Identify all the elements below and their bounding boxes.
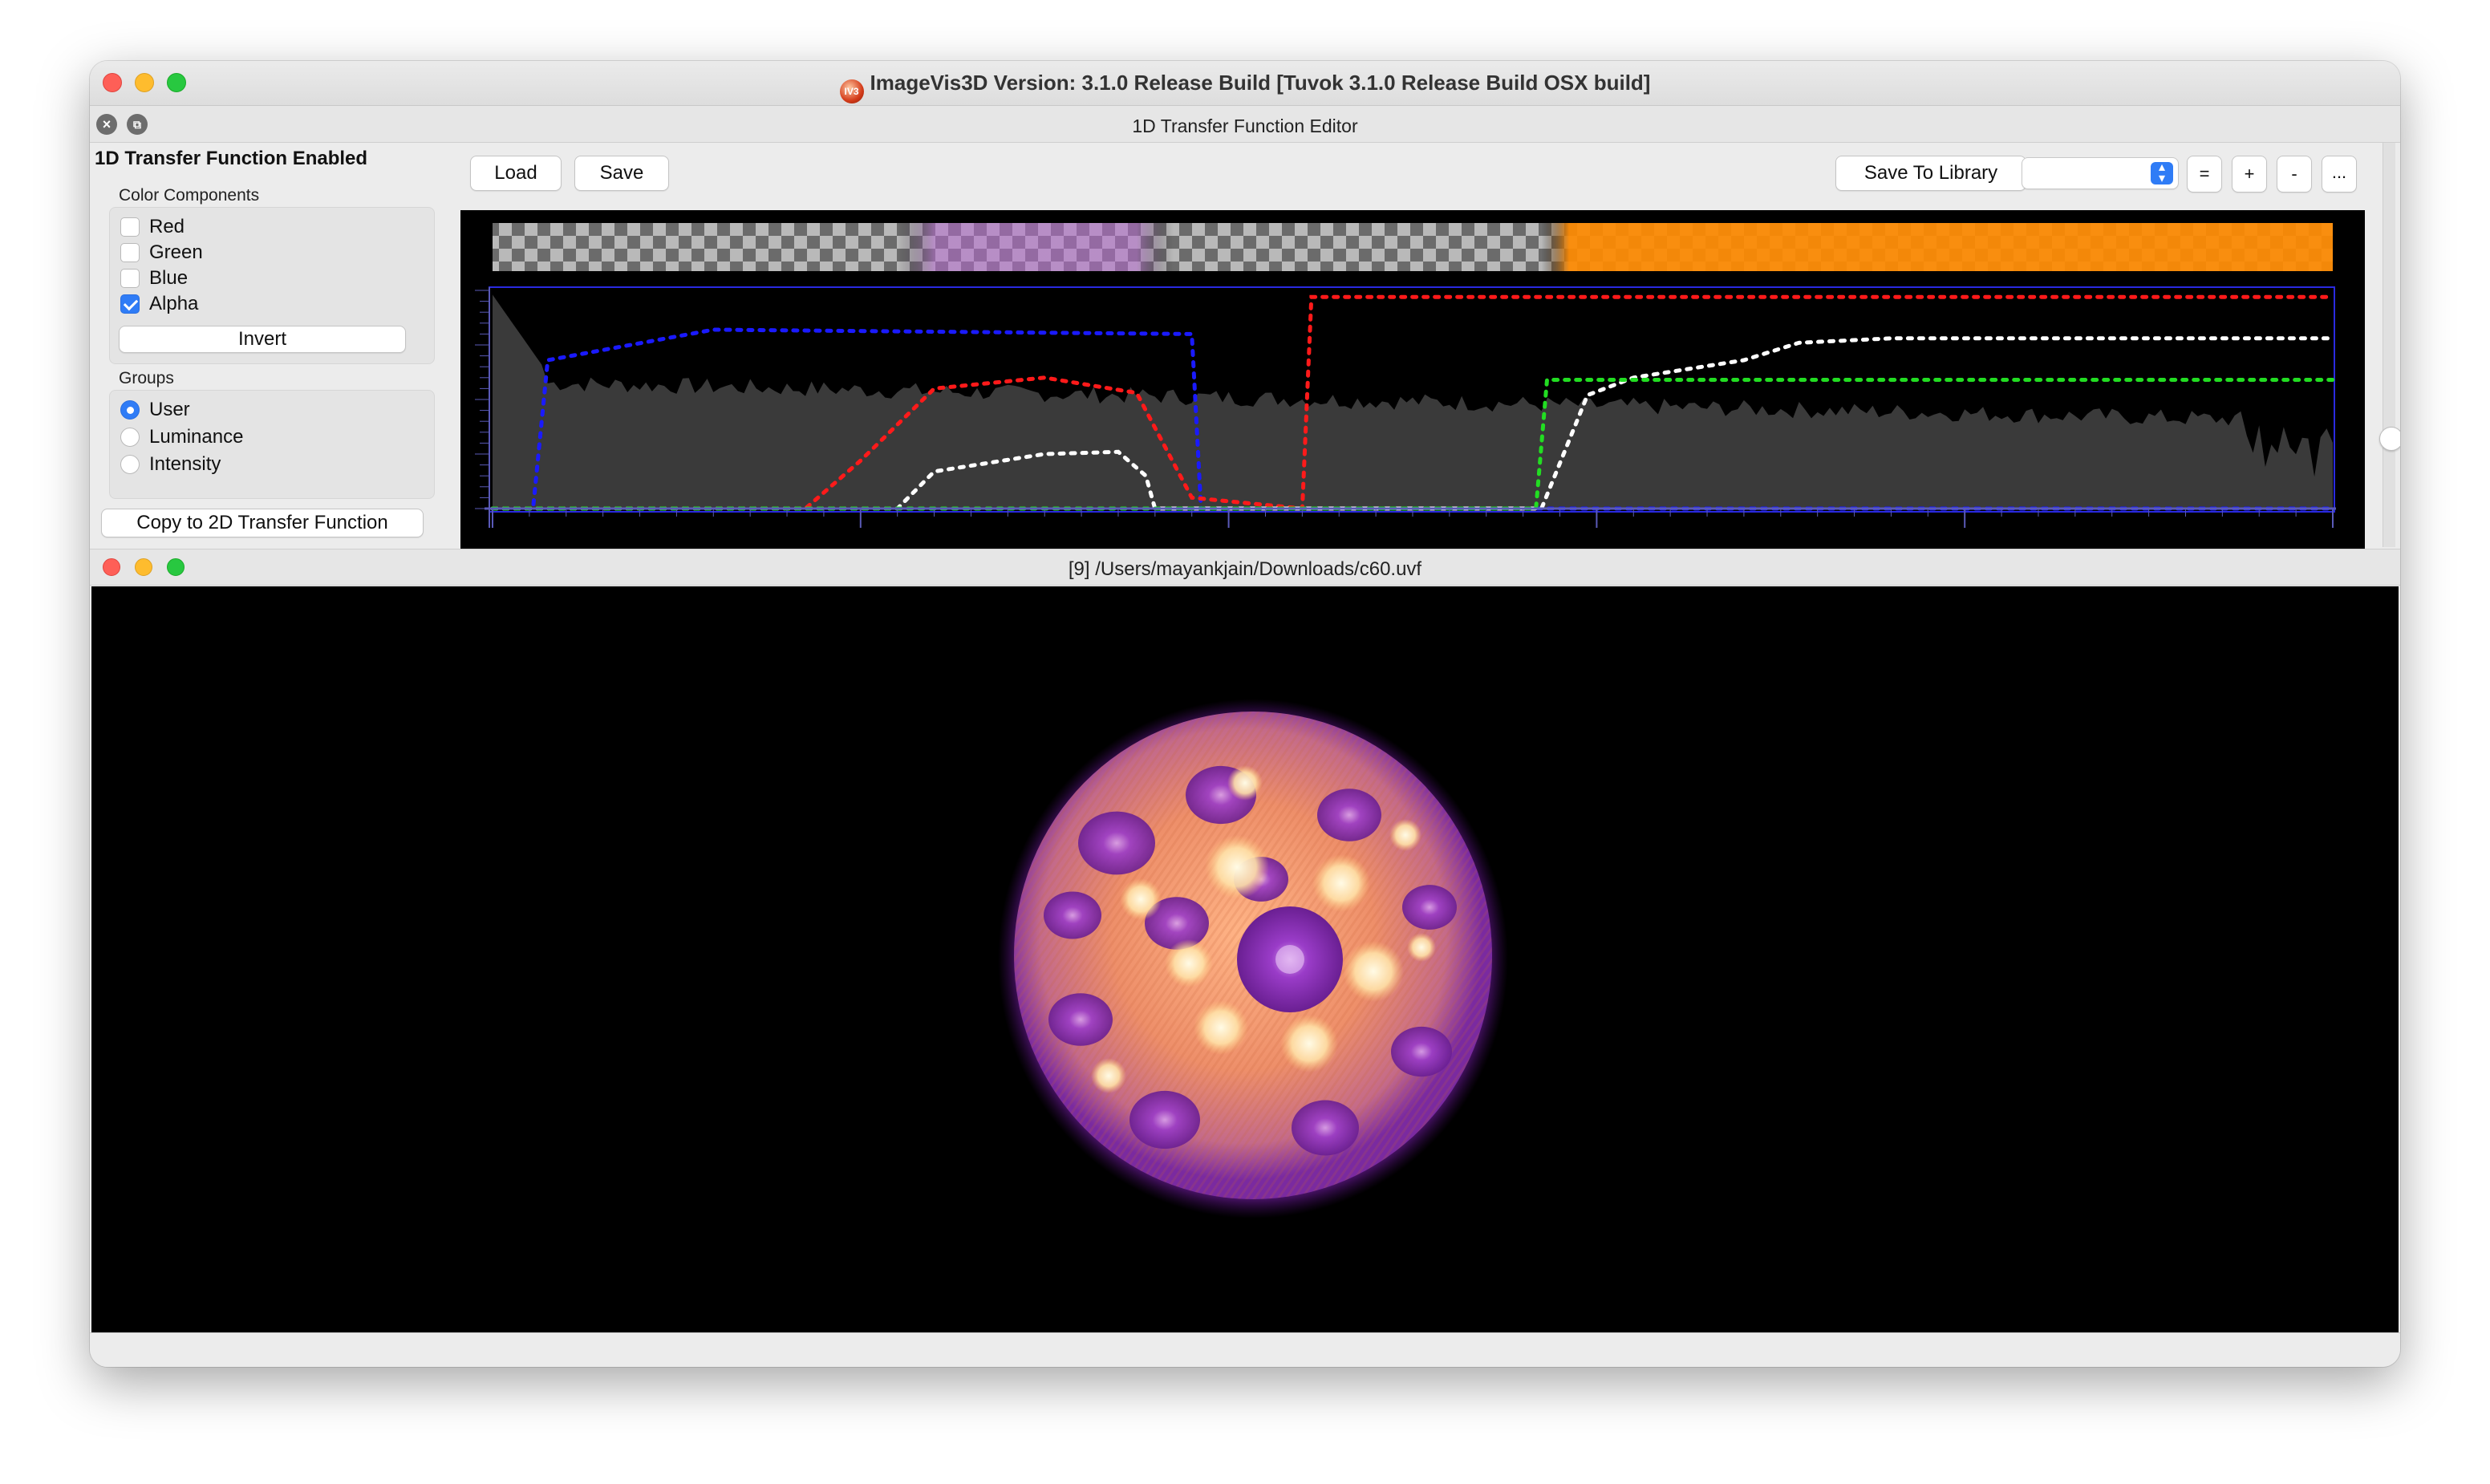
hexagon-ring — [1292, 1100, 1359, 1156]
render-zoom-button[interactable] — [167, 558, 185, 576]
luminance-radio[interactable] — [120, 428, 140, 447]
center-ring-core — [1275, 945, 1304, 974]
alpha-checkbox-row[interactable]: Alpha — [120, 292, 198, 316]
specular-highlight — [1165, 939, 1213, 987]
dock-close-icon[interactable]: × — [96, 114, 117, 135]
alpha-checkbox-label: Alpha — [149, 293, 199, 314]
red-curve[interactable] — [490, 294, 2335, 511]
specular-highlight — [1120, 878, 1162, 920]
imagevis3d-app-icon: IV3 — [839, 79, 864, 103]
green-checkbox[interactable] — [120, 243, 140, 262]
intensity-radio-row[interactable]: Intensity — [120, 452, 221, 476]
save-to-library-button[interactable]: Save To Library — [1835, 156, 2026, 191]
green-checkbox-row[interactable]: Green — [120, 241, 203, 265]
minus-button[interactable]: - — [2277, 156, 2312, 193]
dock-float-icon[interactable]: ⧉ — [127, 114, 148, 135]
specular-highlight — [1091, 1058, 1126, 1093]
title-bar: IV3 ImageVis3D Version: 3.1.0 Release Bui… — [90, 61, 2400, 106]
hexagon-ring — [1317, 789, 1381, 841]
tf-axis-ticks — [475, 287, 2336, 528]
tf-curves-svg[interactable] — [460, 210, 2365, 550]
invert-button[interactable]: Invert — [119, 326, 406, 353]
plus-button[interactable]: + — [2232, 156, 2267, 193]
user-radio-label: User — [149, 399, 190, 420]
blue-checkbox[interactable] — [120, 269, 140, 288]
specular-highlight — [1280, 1015, 1338, 1072]
specular-highlight — [1343, 941, 1404, 1002]
zoom-window-button[interactable] — [167, 73, 186, 92]
more-button[interactable]: ... — [2322, 156, 2357, 193]
app-title: ImageVis3D Version: 3.1.0 Release Build … — [870, 71, 1651, 95]
hexagon-ring — [1145, 897, 1209, 950]
save-button[interactable]: Save — [574, 156, 669, 191]
tf-editor-dock-titlebar: × ⧉ 1D Transfer Function Editor — [90, 106, 2400, 143]
groups-label: Groups — [119, 369, 174, 387]
histogram — [493, 294, 2333, 509]
hexagon-ring — [1048, 993, 1113, 1046]
c60-buckyball-render[interactable] — [91, 586, 2399, 1332]
render-window-title: [9] /Users/mayankjain/Downloads/c60.uvf — [1068, 558, 1422, 580]
buckyball-rings — [1044, 765, 1457, 1156]
equals-button[interactable]: = — [2187, 156, 2222, 193]
blue-checkbox-label: Blue — [149, 267, 189, 289]
app-window: IV3 ImageVis3D Version: 3.1.0 Release Bui… — [90, 61, 2400, 1367]
red-checkbox[interactable] — [120, 217, 140, 237]
minimize-window-button[interactable] — [135, 73, 154, 92]
select-arrows-icon: ▴ ▾ — [2151, 161, 2173, 185]
user-radio[interactable] — [120, 400, 140, 420]
user-radio-row[interactable]: User — [120, 398, 190, 422]
volume-render-view[interactable] — [91, 586, 2399, 1332]
render-close-button[interactable] — [103, 558, 120, 576]
tf-histogram-canvas[interactable] — [460, 210, 2365, 550]
hexagon-ring — [1044, 891, 1101, 939]
close-window-button[interactable] — [103, 73, 122, 92]
tf-panel-scrollbar[interactable] — [2383, 143, 2395, 547]
blue-checkbox-row[interactable]: Blue — [120, 266, 188, 290]
tf-settings-panel: 1D Transfer Function Enabled Color Compo… — [90, 143, 459, 547]
green-checkbox-label: Green — [149, 241, 203, 263]
specular-highlight — [1407, 933, 1436, 962]
hexagon-ring — [1402, 885, 1457, 930]
groups-group — [109, 390, 435, 499]
window-bottom-bar — [90, 1332, 2400, 1367]
scroll-knob[interactable] — [2379, 427, 2400, 451]
tf-color-bar[interactable] — [493, 223, 2333, 271]
alpha-curve[interactable] — [490, 336, 2335, 511]
color-components-label: Color Components — [119, 186, 260, 205]
specular-highlight — [1194, 1000, 1248, 1055]
render-window-titlebar: [9] /Users/mayankjain/Downloads/c60.uvf — [90, 549, 2400, 586]
luminance-radio-label: Luminance — [149, 426, 244, 448]
alpha-checkbox[interactable] — [120, 294, 140, 314]
library-select[interactable]: ▴ ▾ — [2022, 157, 2179, 189]
red-checkbox-row[interactable]: Red — [120, 215, 185, 239]
specular-highlight — [1227, 765, 1263, 801]
tf-enabled-label: 1D Transfer Function Enabled — [95, 148, 368, 169]
intensity-radio-label: Intensity — [149, 453, 221, 475]
hexagon-ring — [1129, 1090, 1200, 1149]
hexagon-ring — [1078, 811, 1155, 875]
luminance-radio-row[interactable]: Luminance — [120, 425, 243, 449]
load-button[interactable]: Load — [470, 156, 562, 191]
red-checkbox-label: Red — [149, 216, 185, 237]
intensity-radio[interactable] — [120, 455, 140, 474]
tf-editor-title: 1D Transfer Function Editor — [1132, 116, 1358, 136]
app-title-wrap: IV3 ImageVis3D Version: 3.1.0 Release Bui… — [90, 69, 2400, 103]
hexagon-ring — [1391, 1026, 1452, 1077]
specular-highlight — [1389, 819, 1421, 851]
render-minimize-button[interactable] — [135, 558, 152, 576]
copy-to-2d-tf-button[interactable]: Copy to 2D Transfer Function — [101, 509, 424, 537]
histogram-area — [493, 294, 2333, 509]
specular-highlight — [1205, 835, 1269, 899]
specular-highlight — [1312, 854, 1370, 912]
